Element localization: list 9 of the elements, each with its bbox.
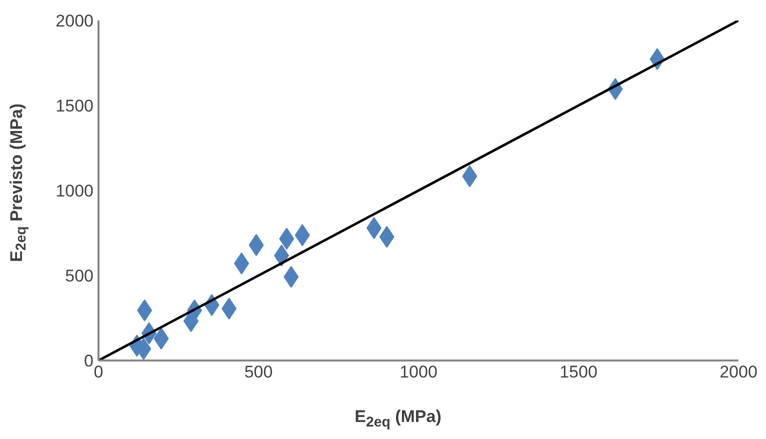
y-tick-label: 500 — [65, 266, 94, 286]
x-tick-label: 2000 — [720, 362, 758, 382]
x-tick-label: 1000 — [400, 362, 438, 382]
y-tick-label: 1500 — [56, 96, 94, 116]
y-tick-label: 2000 — [56, 12, 94, 30]
x-tick-label: 500 — [244, 362, 273, 382]
y-tick-label: 1000 — [56, 182, 94, 200]
x-axis-title: E$_{2eq}$ (MPa) — [354, 406, 442, 432]
x-tick-label: 1500 — [560, 362, 598, 382]
